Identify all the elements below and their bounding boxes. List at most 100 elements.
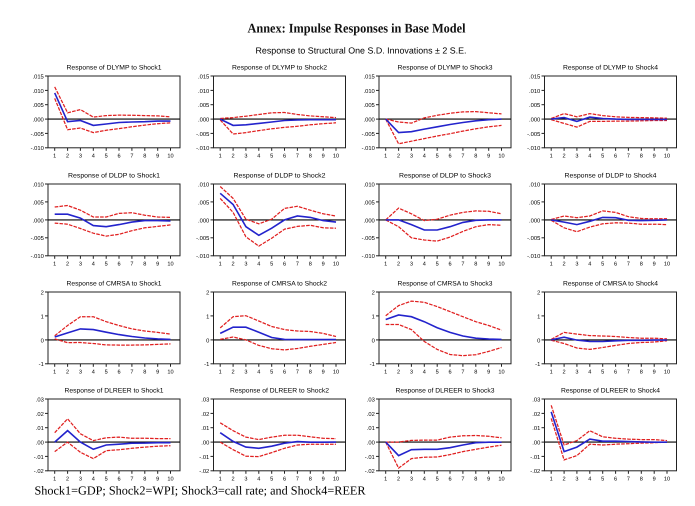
svg-text:1: 1 [53,369,56,375]
svg-text:2: 2 [206,289,209,296]
svg-text:4: 4 [257,261,260,267]
svg-text:2: 2 [397,369,400,375]
svg-text:5: 5 [601,369,604,375]
svg-text:4: 4 [92,153,95,159]
svg-text:.005: .005 [529,102,540,109]
svg-text:4: 4 [423,261,426,267]
svg-text:8: 8 [474,369,477,375]
svg-text:8: 8 [474,261,477,267]
svg-text:Response of DLYMP to Shock3: Response of DLYMP to Shock3 [398,65,493,72]
svg-text:7: 7 [130,153,133,159]
svg-text:10: 10 [333,153,339,159]
svg-text:.01: .01 [201,425,209,432]
svg-text:2: 2 [372,289,375,296]
svg-text:Response of DLREER to Shock1: Response of DLREER to Shock1 [65,388,164,395]
svg-text:10: 10 [167,261,173,267]
svg-text:10: 10 [167,369,173,375]
svg-text:2: 2 [232,153,235,159]
svg-text:.005: .005 [529,199,540,206]
svg-text:10: 10 [498,369,504,375]
svg-text:-.005: -.005 [196,131,209,138]
svg-text:6: 6 [614,476,617,482]
svg-text:6: 6 [283,369,286,375]
svg-text:4: 4 [423,153,426,159]
svg-text:1: 1 [550,369,553,375]
svg-text:.000: .000 [529,217,540,224]
svg-text:.010: .010 [529,88,540,95]
svg-text:9: 9 [156,369,159,375]
svg-text:4: 4 [257,369,260,375]
svg-text:5: 5 [270,153,273,159]
svg-text:.010: .010 [33,88,44,95]
svg-text:6: 6 [448,261,451,267]
svg-text:.005: .005 [198,199,209,206]
svg-text:6: 6 [117,261,120,267]
svg-text:2: 2 [41,289,44,296]
svg-text:Annex: Impulse Responses in Ba: Annex: Impulse Responses in Base Model [248,21,466,36]
svg-text:-.02: -.02 [34,468,44,475]
svg-text:-.005: -.005 [31,235,44,242]
svg-text:5: 5 [105,476,108,482]
svg-text:6: 6 [117,476,120,482]
svg-text:-.02: -.02 [365,468,375,475]
svg-text:Response of DLREER to Shock4: Response of DLREER to Shock4 [561,388,660,395]
svg-text:1: 1 [219,261,222,267]
svg-text:6: 6 [283,476,286,482]
svg-text:10: 10 [333,369,339,375]
svg-text:.01: .01 [36,425,44,432]
svg-text:0: 0 [206,337,209,344]
svg-text:10: 10 [498,261,504,267]
svg-text:-1: -1 [535,362,540,368]
svg-text:8: 8 [640,261,643,267]
svg-text:10: 10 [498,476,504,482]
svg-text:10: 10 [664,261,670,267]
svg-text:4: 4 [588,369,591,375]
svg-text:-1: -1 [39,362,44,368]
svg-text:-.010: -.010 [362,253,375,260]
svg-text:Response of DLDP to Shock1: Response of DLDP to Shock1 [68,173,160,180]
svg-text:-.010: -.010 [196,145,209,152]
svg-text:.010: .010 [198,181,209,188]
svg-text:7: 7 [296,476,299,482]
svg-text:Response of CMRSA to Shock3: Response of CMRSA to Shock3 [398,281,493,288]
svg-text:10: 10 [664,369,670,375]
svg-text:5: 5 [105,369,108,375]
svg-text:8: 8 [640,369,643,375]
svg-text:.02: .02 [36,411,44,418]
svg-text:8: 8 [143,153,146,159]
svg-text:Response of CMRSA to Shock1: Response of CMRSA to Shock1 [67,281,162,288]
svg-text:5: 5 [436,261,439,267]
svg-text:9: 9 [156,261,159,267]
svg-text:-1: -1 [204,362,209,368]
svg-text:.005: .005 [364,102,375,109]
svg-text:7: 7 [627,153,630,159]
svg-text:-.010: -.010 [362,145,375,152]
svg-text:10: 10 [498,153,504,159]
svg-text:3: 3 [79,261,82,267]
svg-text:.00: .00 [36,440,44,447]
svg-text:.00: .00 [201,440,209,447]
svg-text:1: 1 [41,314,44,320]
svg-text:5: 5 [105,261,108,267]
svg-text:4: 4 [92,476,95,482]
svg-text:4: 4 [257,476,260,482]
svg-text:7: 7 [130,476,133,482]
svg-text:2: 2 [397,476,400,482]
svg-text:0: 0 [41,337,44,344]
svg-text:-.01: -.01 [365,454,375,461]
svg-text:3: 3 [410,476,413,482]
svg-text:5: 5 [601,261,604,267]
svg-text:4: 4 [423,369,426,375]
svg-text:-.02: -.02 [199,468,209,475]
svg-text:.01: .01 [367,425,375,432]
svg-text:9: 9 [653,153,656,159]
svg-text:7: 7 [461,369,464,375]
svg-text:2: 2 [563,476,566,482]
svg-text:6: 6 [448,153,451,159]
svg-text:.02: .02 [201,411,209,418]
svg-text:.03: .03 [532,396,540,403]
svg-text:Response of DLDP to Shock3: Response of DLDP to Shock3 [399,173,491,180]
svg-text:7: 7 [627,261,630,267]
svg-text:.00: .00 [532,440,540,447]
svg-text:10: 10 [664,476,670,482]
